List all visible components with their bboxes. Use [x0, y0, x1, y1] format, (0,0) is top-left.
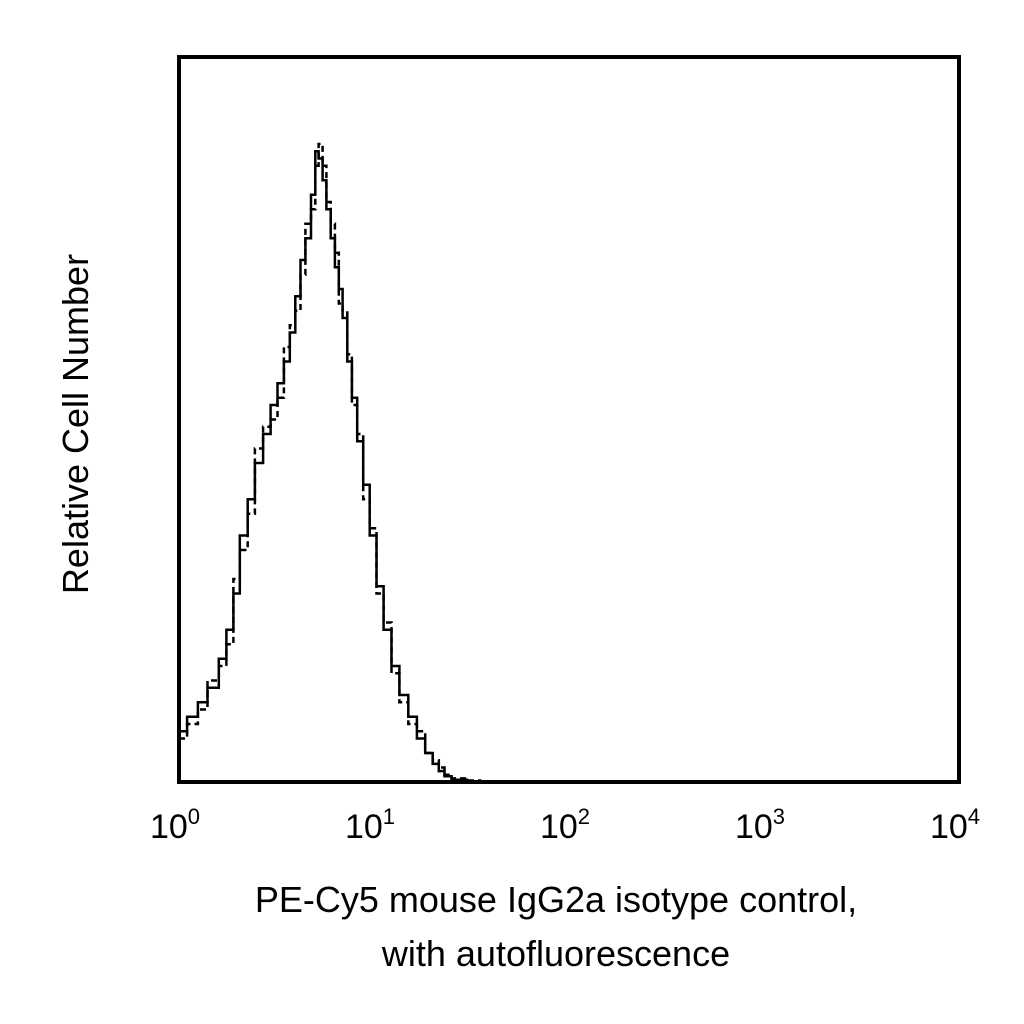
plot-area-frame	[177, 55, 961, 784]
x-tick-exponent: 4	[968, 804, 980, 829]
x-tick-base: 10	[150, 808, 188, 846]
x-tick-exponent: 3	[773, 804, 785, 829]
autofluorescence-histogram-line	[179, 142, 482, 782]
y-axis-title: Relative Cell Number	[55, 254, 96, 594]
x-tick-base: 10	[540, 808, 578, 846]
x-tick-base: 10	[735, 808, 773, 846]
x-tick-label: 104	[930, 804, 980, 846]
x-tick-exponent: 2	[578, 804, 590, 829]
x-axis-title-line-1: PE-Cy5 mouse IgG2a isotype control,	[255, 879, 857, 920]
x-tick-label: 102	[540, 804, 590, 846]
isotype-histogram-line	[179, 150, 482, 783]
x-tick-label: 100	[150, 804, 200, 846]
x-axis-title-line-2: with autofluorescence	[381, 933, 730, 974]
x-tick-label: 103	[735, 804, 785, 846]
x-tick-label: 101	[345, 804, 395, 846]
histogram-series-group	[179, 142, 482, 783]
x-tick-base: 10	[345, 808, 383, 846]
x-tick-exponent: 0	[188, 804, 200, 829]
x-axis-tick-labels: 100 101 102 103 104	[150, 804, 980, 846]
x-tick-base: 10	[930, 808, 968, 846]
x-tick-exponent: 1	[383, 804, 395, 829]
